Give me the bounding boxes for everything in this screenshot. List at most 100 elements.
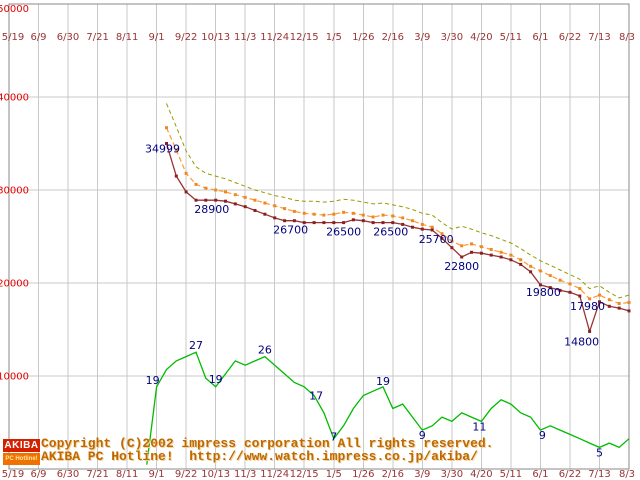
copyright-text: Copyright (C)2002 impress corporation Al… bbox=[41, 436, 494, 451]
average-price-marker bbox=[420, 222, 424, 226]
average-price-marker bbox=[351, 211, 355, 215]
average-price-marker bbox=[381, 213, 385, 217]
average-price-marker bbox=[519, 258, 523, 262]
average-price-marker bbox=[588, 297, 592, 301]
price-annotation: 26700 bbox=[273, 224, 308, 237]
average-price-marker bbox=[529, 264, 533, 268]
lowest-price-marker bbox=[401, 222, 405, 226]
average-price-marker bbox=[184, 171, 188, 175]
average-price-marker bbox=[194, 182, 198, 186]
average-price-marker bbox=[558, 278, 562, 282]
price-annotation: 14800 bbox=[564, 335, 599, 348]
x-axis-label-top: 1/26 bbox=[352, 32, 374, 43]
lowest-price-marker bbox=[332, 221, 336, 225]
x-axis-label-bottom: 8/3 bbox=[619, 469, 635, 480]
price-annotation: 22800 bbox=[444, 260, 479, 273]
average-price-marker bbox=[509, 253, 513, 257]
lowest-price-marker bbox=[499, 255, 503, 259]
lowest-price-marker bbox=[450, 246, 454, 250]
x-axis-label-top: 2/16 bbox=[382, 32, 404, 43]
lowest-price-marker bbox=[312, 221, 316, 225]
average-price-marker bbox=[165, 126, 168, 130]
x-axis-label-bottom: 5/11 bbox=[500, 469, 522, 480]
x-axis-label-top: 11/3 bbox=[234, 32, 256, 43]
lowest-price-marker bbox=[253, 209, 257, 212]
lowest-price-marker bbox=[420, 227, 424, 231]
lowest-price-marker bbox=[627, 309, 631, 313]
lowest-price-marker bbox=[588, 329, 592, 333]
x-axis-label-bottom: 2/16 bbox=[382, 469, 404, 480]
lowest-price-marker bbox=[243, 205, 247, 209]
x-axis-label-bottom: 4/20 bbox=[470, 469, 492, 480]
average-price-marker bbox=[578, 287, 582, 291]
highest-price-line bbox=[166, 103, 630, 299]
series-highest-price bbox=[166, 103, 630, 299]
x-axis-label-top: 3/30 bbox=[441, 32, 463, 43]
average-price-marker bbox=[440, 232, 444, 236]
average-price-marker bbox=[283, 207, 287, 211]
average-price-marker bbox=[617, 302, 621, 305]
x-axis-label-bottom: 6/30 bbox=[57, 469, 79, 480]
average-price-marker bbox=[233, 193, 237, 197]
average-price-marker bbox=[489, 248, 493, 251]
shop-count-annotation: 9 bbox=[539, 429, 546, 442]
lowest-price-marker bbox=[538, 283, 542, 287]
average-price-marker bbox=[243, 195, 247, 199]
plot-border bbox=[8, 3, 630, 470]
x-axis-label-bottom: 7/21 bbox=[86, 469, 108, 480]
gridlines bbox=[8, 3, 630, 470]
average-price-marker bbox=[607, 298, 611, 302]
average-price-marker bbox=[627, 301, 631, 304]
series-lowest-price bbox=[165, 142, 631, 334]
x-axis-label-top: 7/21 bbox=[86, 32, 108, 43]
x-axis-label-top: 6/9 bbox=[30, 32, 46, 43]
x-axis-label-bottom: 9/1 bbox=[149, 469, 165, 480]
lowest-price-marker bbox=[361, 219, 365, 223]
lowest-price-marker bbox=[174, 174, 178, 178]
average-price-marker bbox=[302, 211, 306, 215]
lowest-price-marker bbox=[411, 225, 414, 229]
lowest-price-marker bbox=[371, 221, 375, 225]
x-axis-label-top: 9/22 bbox=[175, 32, 197, 43]
price-annotation: 26500 bbox=[373, 226, 408, 239]
lowest-price-line bbox=[165, 143, 630, 334]
x-axis-label-bottom: 1/5 bbox=[326, 469, 342, 480]
average-price-marker bbox=[479, 245, 483, 249]
x-axis-label-top: 6/22 bbox=[559, 32, 581, 43]
average-price-marker bbox=[411, 219, 414, 223]
shop-count-annotation: 26 bbox=[258, 344, 272, 357]
average-price-marker bbox=[450, 239, 454, 243]
y-axis-label: 40000 bbox=[0, 93, 29, 104]
lowest-price-marker bbox=[548, 286, 552, 290]
x-axis-label-top: 11/24 bbox=[260, 32, 289, 43]
average-price-marker bbox=[273, 204, 277, 208]
lowest-price-marker bbox=[509, 258, 513, 262]
lowest-price-marker bbox=[470, 250, 473, 254]
shop-count-annotation: 19 bbox=[376, 375, 390, 388]
x-axis-label-bottom: 3/30 bbox=[441, 469, 463, 480]
x-axis-label-bottom: 3/9 bbox=[414, 469, 430, 480]
lowest-price-marker bbox=[283, 219, 287, 223]
x-axis-label-bottom: 1/26 bbox=[352, 469, 374, 480]
lowest-price-marker bbox=[322, 221, 326, 225]
x-axis-label-bottom: 11/3 bbox=[234, 469, 256, 480]
lowest-price-marker bbox=[568, 290, 572, 294]
x-axis-label-top: 4/20 bbox=[470, 32, 492, 43]
akiba-logo-text: AKIBA bbox=[3, 439, 40, 452]
lowest-price-marker bbox=[460, 255, 464, 259]
average-price-marker bbox=[174, 148, 178, 152]
lowest-price-marker bbox=[479, 251, 483, 255]
x-axis-label-top: 6/1 bbox=[532, 32, 548, 43]
y-axis-labels: 50000 40000 30000 20000 10000 bbox=[0, 4, 29, 383]
average-price-marker bbox=[204, 186, 208, 190]
average-price-marker bbox=[342, 210, 346, 214]
average-price-marker bbox=[224, 190, 227, 194]
price-annotation: 19800 bbox=[526, 286, 561, 299]
x-axis-label-top: 8/11 bbox=[116, 32, 138, 43]
x-axis-label-bottom: 6/22 bbox=[559, 469, 581, 480]
lowest-price-marker bbox=[558, 288, 562, 292]
series-average-price bbox=[165, 126, 631, 305]
average-price-marker bbox=[263, 201, 267, 205]
